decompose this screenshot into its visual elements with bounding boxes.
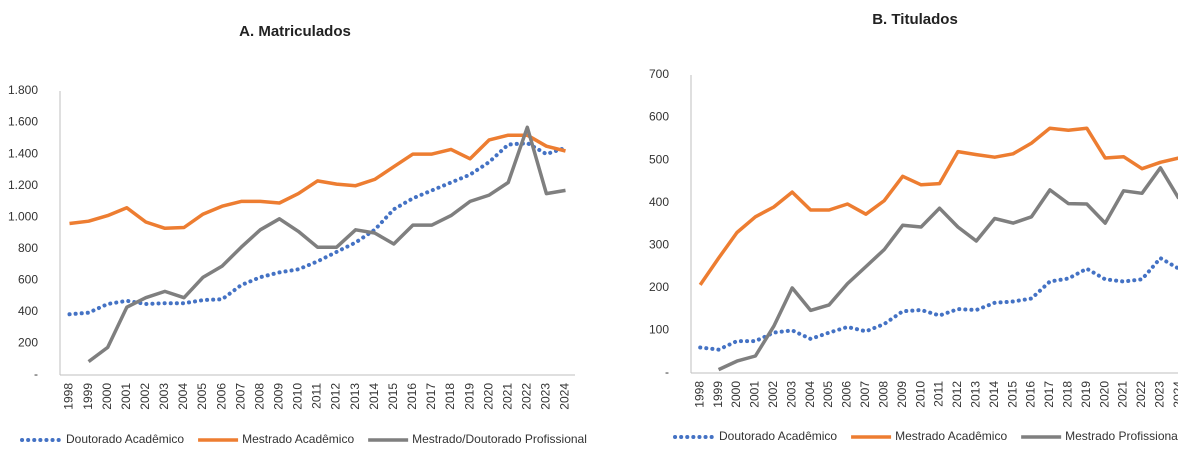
y-tick-label: 700	[649, 67, 669, 81]
y-tick-label: 300	[649, 237, 669, 251]
chart-title: B. Titulados	[872, 11, 958, 28]
x-tick-label: 2013	[968, 381, 982, 408]
x-tick-label: 2008	[876, 381, 890, 408]
series-line	[698, 126, 1178, 286]
x-tick-label: 2013	[348, 383, 362, 410]
legend-label: Doutorado Acadêmico	[719, 429, 837, 443]
x-tick-label: 2016	[1024, 381, 1038, 408]
x-tick-label: 2023	[539, 383, 553, 410]
x-tick-label: 2014	[987, 381, 1001, 408]
x-tick-label: 2001	[748, 381, 762, 408]
x-tick-label: 2008	[252, 383, 266, 410]
legend-label: Mestrado Acadêmico	[242, 432, 354, 446]
y-tick-label: 1.200	[8, 178, 38, 192]
x-tick-label: 1998	[692, 381, 706, 408]
x-tick-label: 2001	[119, 383, 133, 410]
y-tick-label: 500	[649, 152, 669, 166]
x-tick-label: 2014	[367, 383, 381, 410]
x-tick-label: 2010	[913, 381, 927, 408]
series-line	[698, 256, 1178, 352]
x-tick-label: 2006	[840, 381, 854, 408]
y-tick-label: 200	[649, 280, 669, 294]
x-tick-label: 2011	[932, 381, 946, 407]
x-tick-label: 2010	[291, 383, 305, 410]
y-tick-label: -	[34, 367, 38, 381]
y-tick-label: 1.800	[8, 83, 38, 97]
x-tick-label: 2020	[481, 383, 495, 410]
x-tick-label: 2020	[1097, 381, 1111, 408]
series-line	[87, 125, 566, 364]
chart-title: A. Matriculados	[239, 23, 351, 40]
x-tick-label: 2002	[766, 381, 780, 408]
x-tick-label: 2017	[1042, 381, 1056, 408]
x-tick-label: 2004	[803, 381, 817, 408]
x-tick-label: 2011	[310, 383, 324, 409]
x-tick-label: 2021	[500, 383, 514, 410]
y-tick-label: 600	[649, 110, 669, 124]
x-tick-label: 2009	[895, 381, 909, 408]
x-tick-label: 2005	[195, 383, 209, 410]
x-tick-label: 2015	[1005, 381, 1019, 408]
legend-label: Mestrado/Doutorado Profissional	[412, 432, 587, 446]
x-tick-label: 2019	[1079, 381, 1093, 408]
legend-label: Doutorado Acadêmico	[66, 432, 184, 446]
x-tick-label: 2018	[1061, 381, 1075, 408]
x-tick-label: 1999	[711, 381, 725, 408]
x-tick-label: 2023	[1153, 381, 1167, 408]
y-tick-label: 1.000	[8, 209, 38, 223]
x-tick-label: 2000	[729, 381, 743, 408]
y-tick-label: 200	[18, 336, 38, 350]
x-tick-label: 2004	[176, 383, 190, 410]
x-tick-label: 2002	[138, 383, 152, 410]
x-tick-label: 2003	[784, 381, 798, 408]
x-tick-label: 2007	[233, 383, 247, 410]
x-tick-label: 2006	[214, 383, 228, 410]
x-tick-label: 2009	[272, 383, 286, 410]
x-tick-label: 2024	[558, 383, 572, 410]
x-tick-label: 2017	[424, 383, 438, 410]
x-tick-label: 2012	[329, 383, 343, 410]
y-tick-label: 100	[649, 323, 669, 337]
x-tick-label: 2022	[519, 383, 533, 410]
y-tick-label: 600	[18, 273, 38, 287]
x-tick-label: 1998	[62, 383, 76, 410]
x-tick-label: 2003	[157, 383, 171, 410]
y-tick-label: 800	[18, 241, 38, 255]
y-tick-label: 1.600	[8, 115, 38, 129]
y-tick-label: 400	[18, 304, 38, 318]
x-tick-label: 2015	[386, 383, 400, 410]
series-line	[717, 166, 1178, 372]
legend-label: Mestrado Profissional	[1065, 429, 1178, 443]
x-tick-label: 2012	[950, 381, 964, 408]
series-line	[67, 141, 568, 317]
y-tick-label: -	[665, 365, 669, 379]
series-line	[69, 133, 566, 231]
x-tick-label: 2019	[462, 383, 476, 410]
x-tick-label: 2018	[443, 383, 457, 410]
y-tick-label: 400	[649, 195, 669, 209]
x-tick-label: 2022	[1134, 381, 1148, 408]
x-tick-label: 2024	[1171, 381, 1178, 408]
legend-label: Mestrado Acadêmico	[895, 429, 1007, 443]
x-tick-label: 1999	[81, 383, 95, 410]
x-tick-label: 2016	[405, 383, 419, 410]
x-tick-label: 2000	[100, 383, 114, 410]
y-tick-label: 1.400	[8, 146, 38, 160]
x-tick-label: 2021	[1116, 381, 1130, 408]
x-tick-label: 2005	[821, 381, 835, 408]
x-tick-label: 2007	[858, 381, 872, 408]
